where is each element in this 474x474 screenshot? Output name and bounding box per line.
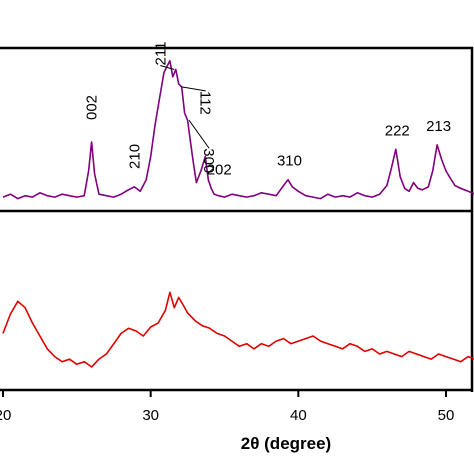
series-layer (2, 59, 474, 368)
peak-label-202: 202 (207, 161, 232, 178)
x-axis-title: 2θ (degree) (241, 434, 331, 453)
peak-label-213: 213 (426, 118, 451, 135)
x-ticks: 20 30 40 50 (0, 390, 454, 424)
peak-label-002: 002 (84, 95, 101, 120)
peak-label-210: 210 (126, 144, 143, 169)
peak-label-112: 112 (197, 91, 214, 115)
peak-annotations: 002210211112300202310222213004 (84, 42, 452, 179)
x-tick-label: 20 (0, 407, 11, 424)
peak-leader-line (188, 119, 210, 149)
upper-panel-frame (0, 46, 474, 213)
series-line-lower (2, 291, 474, 368)
x-tick-label: 50 (438, 407, 455, 424)
series-line-upper (2, 59, 474, 200)
peak-label-222: 222 (385, 122, 410, 139)
peak-leader-line (160, 65, 175, 70)
peak-label-211: 211 (152, 42, 169, 66)
peak-leader-line (181, 86, 206, 92)
peak-label-300: 300 (200, 148, 217, 173)
x-tick-label: 40 (290, 407, 307, 424)
peak-label-310: 310 (277, 153, 302, 170)
x-tick-label: 30 (142, 407, 159, 424)
